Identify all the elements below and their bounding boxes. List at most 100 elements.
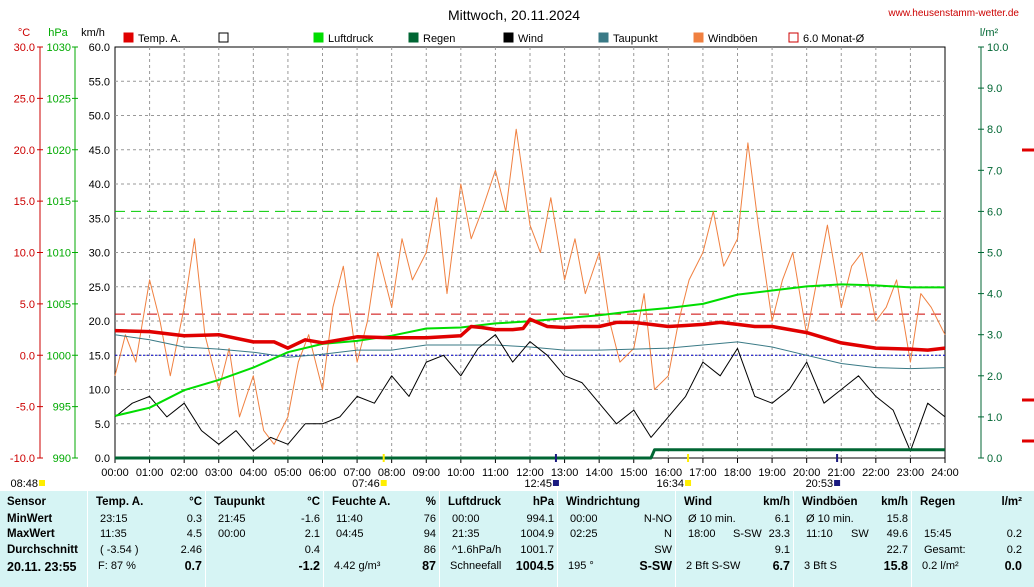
series-temp <box>114 317 946 352</box>
table-hum-value: 86 <box>423 544 436 556</box>
tick-label-x: 03:00 <box>205 467 233 479</box>
table-wdir-foot-value: S-SW <box>639 559 672 573</box>
legend-swatch <box>598 32 609 43</box>
marker-time: 16:34 <box>657 478 685 490</box>
table-dew-head: Taupunkt <box>214 496 265 508</box>
legend-swatch <box>123 32 134 43</box>
tick-label-x: 24:00 <box>931 467 959 479</box>
tick-label-x: 21:00 <box>827 467 855 479</box>
table-gust-time: 11:10 <box>806 528 833 540</box>
table-temp-time: ( -3.54 ) <box>100 544 139 556</box>
chart-title: Mittwoch, 20.11.2024 <box>448 7 580 23</box>
tick-label-rain: 5.0 <box>987 248 1002 260</box>
marker-time: 07:46 <box>352 478 380 490</box>
tick-label-x: 01:00 <box>136 467 164 479</box>
legend-label: Regen <box>423 33 455 45</box>
marker-dot <box>834 480 841 486</box>
tick-label-speed: 15.0 <box>89 350 110 362</box>
legend-swatch <box>408 32 419 43</box>
series-gusts <box>114 128 946 445</box>
table-separator <box>557 491 558 587</box>
table-sensor-row: Durchschnitt <box>7 544 78 556</box>
table-wdir-foot-label: 195 ° <box>568 560 594 572</box>
table-wind-time: 18:00 <box>688 528 716 540</box>
tick-label-temp: 0.0 <box>20 350 35 362</box>
unit-speed: km/h <box>81 27 105 39</box>
table-wind-dir: S-SW <box>733 528 762 540</box>
table-separator <box>87 491 88 587</box>
table-wind-foot-label: 2 Bft S-SW <box>686 560 741 572</box>
table-press-foot-label: Schneefall <box>450 560 502 572</box>
table-dew-value: 2.1 <box>304 528 320 540</box>
table-hum-time: 04:45 <box>336 528 364 540</box>
tick-label-x: 17:00 <box>689 467 717 479</box>
tick-label-x: 02:00 <box>170 467 198 479</box>
tick-label-press: 1000 <box>47 350 71 362</box>
table-gust-head: Windböen <box>802 496 858 508</box>
table-rain-unit: l/m² <box>1001 496 1022 508</box>
table-wdir-time: 00:00 <box>570 513 598 525</box>
table-hum-foot-value: 87 <box>422 559 436 573</box>
tick-label-speed: 5.0 <box>95 419 110 431</box>
unit-rain: l/m² <box>980 27 999 39</box>
tick-label-rain: 7.0 <box>987 165 1002 177</box>
tick-label-press: 1010 <box>47 248 71 260</box>
table-temp-value: 0.3 <box>186 513 202 525</box>
tick-label-speed: 10.0 <box>89 385 110 397</box>
table-gust-value: 15.8 <box>886 513 908 525</box>
tick-label-rain: 6.0 <box>987 206 1002 218</box>
tick-label-temp: 20.0 <box>14 145 35 157</box>
table-separator <box>911 491 912 587</box>
table-separator <box>793 491 794 587</box>
tick-label-temp: 25.0 <box>14 93 35 105</box>
marker-dot <box>380 480 387 486</box>
tick-label-temp: -5.0 <box>16 402 35 414</box>
series-wind <box>114 334 946 452</box>
tick-label-speed: 55.0 <box>89 76 110 88</box>
tick-label-speed: 60.0 <box>89 42 110 54</box>
tick-label-x: 15:00 <box>620 467 648 479</box>
marker-dot <box>39 480 45 486</box>
tick-label-rain: 1.0 <box>987 412 1002 424</box>
table-gust-dir: SW <box>851 528 869 540</box>
tick-label-rain: 0.0 <box>987 453 1002 465</box>
tick-label-speed: 45.0 <box>89 145 110 157</box>
table-press-time: ^1.6hPa/h <box>452 544 502 556</box>
table-wdir-time: 02:25 <box>570 528 598 540</box>
tick-label-x: 10:00 <box>447 467 475 479</box>
table-wind-value: 6.1 <box>774 513 790 525</box>
table-wind-head: Wind <box>684 496 712 508</box>
table-wind-value: 23.3 <box>768 528 790 540</box>
table-rain-value: 0.2 <box>1006 544 1022 556</box>
tick-label-rain: 8.0 <box>987 124 1002 136</box>
table-hum-value: 94 <box>423 528 436 540</box>
tick-label-x: 14:00 <box>585 467 613 479</box>
table-wind-unit: km/h <box>763 496 790 508</box>
table-temp-foot-value: 0.7 <box>184 559 202 573</box>
table-wdir-value: N-NO <box>643 513 672 525</box>
tick-label-rain: 10.0 <box>987 42 1008 54</box>
tick-label-x: 08:00 <box>378 467 406 479</box>
tick-label-speed: 20.0 <box>89 316 110 328</box>
tick-label-speed: 40.0 <box>89 179 110 191</box>
table-temp-head: Temp. A. <box>96 496 144 508</box>
website-label: www.heusenstamm-wetter.de <box>887 8 1019 19</box>
marker-dot <box>685 480 692 486</box>
table-temp-time: 23:15 <box>100 513 128 525</box>
table-hum-head: Feuchte A. <box>332 496 391 508</box>
unit-press: hPa <box>48 27 68 39</box>
legend-swatch <box>313 32 324 43</box>
table-sensor-foot: 20.11. 23:55 <box>7 560 77 574</box>
table-sensor-row: MaxWert <box>7 528 55 540</box>
marker-time: 20:53 <box>806 478 834 490</box>
table-gust-time: Ø 10 min. <box>806 513 854 525</box>
tick-label-x: 05:00 <box>274 467 302 479</box>
legend-label: Windböen <box>708 33 758 45</box>
table-rain-foot-value: 0.0 <box>1004 559 1022 573</box>
table-press-value: 1001.7 <box>520 544 554 556</box>
series-dewpoint <box>114 334 946 370</box>
tick-label-x: 13:00 <box>551 467 579 479</box>
tick-label-x: 00:00 <box>101 467 129 479</box>
legend-label: 6.0 Monat-Ø <box>803 33 865 45</box>
tick-label-speed: 25.0 <box>89 282 110 294</box>
